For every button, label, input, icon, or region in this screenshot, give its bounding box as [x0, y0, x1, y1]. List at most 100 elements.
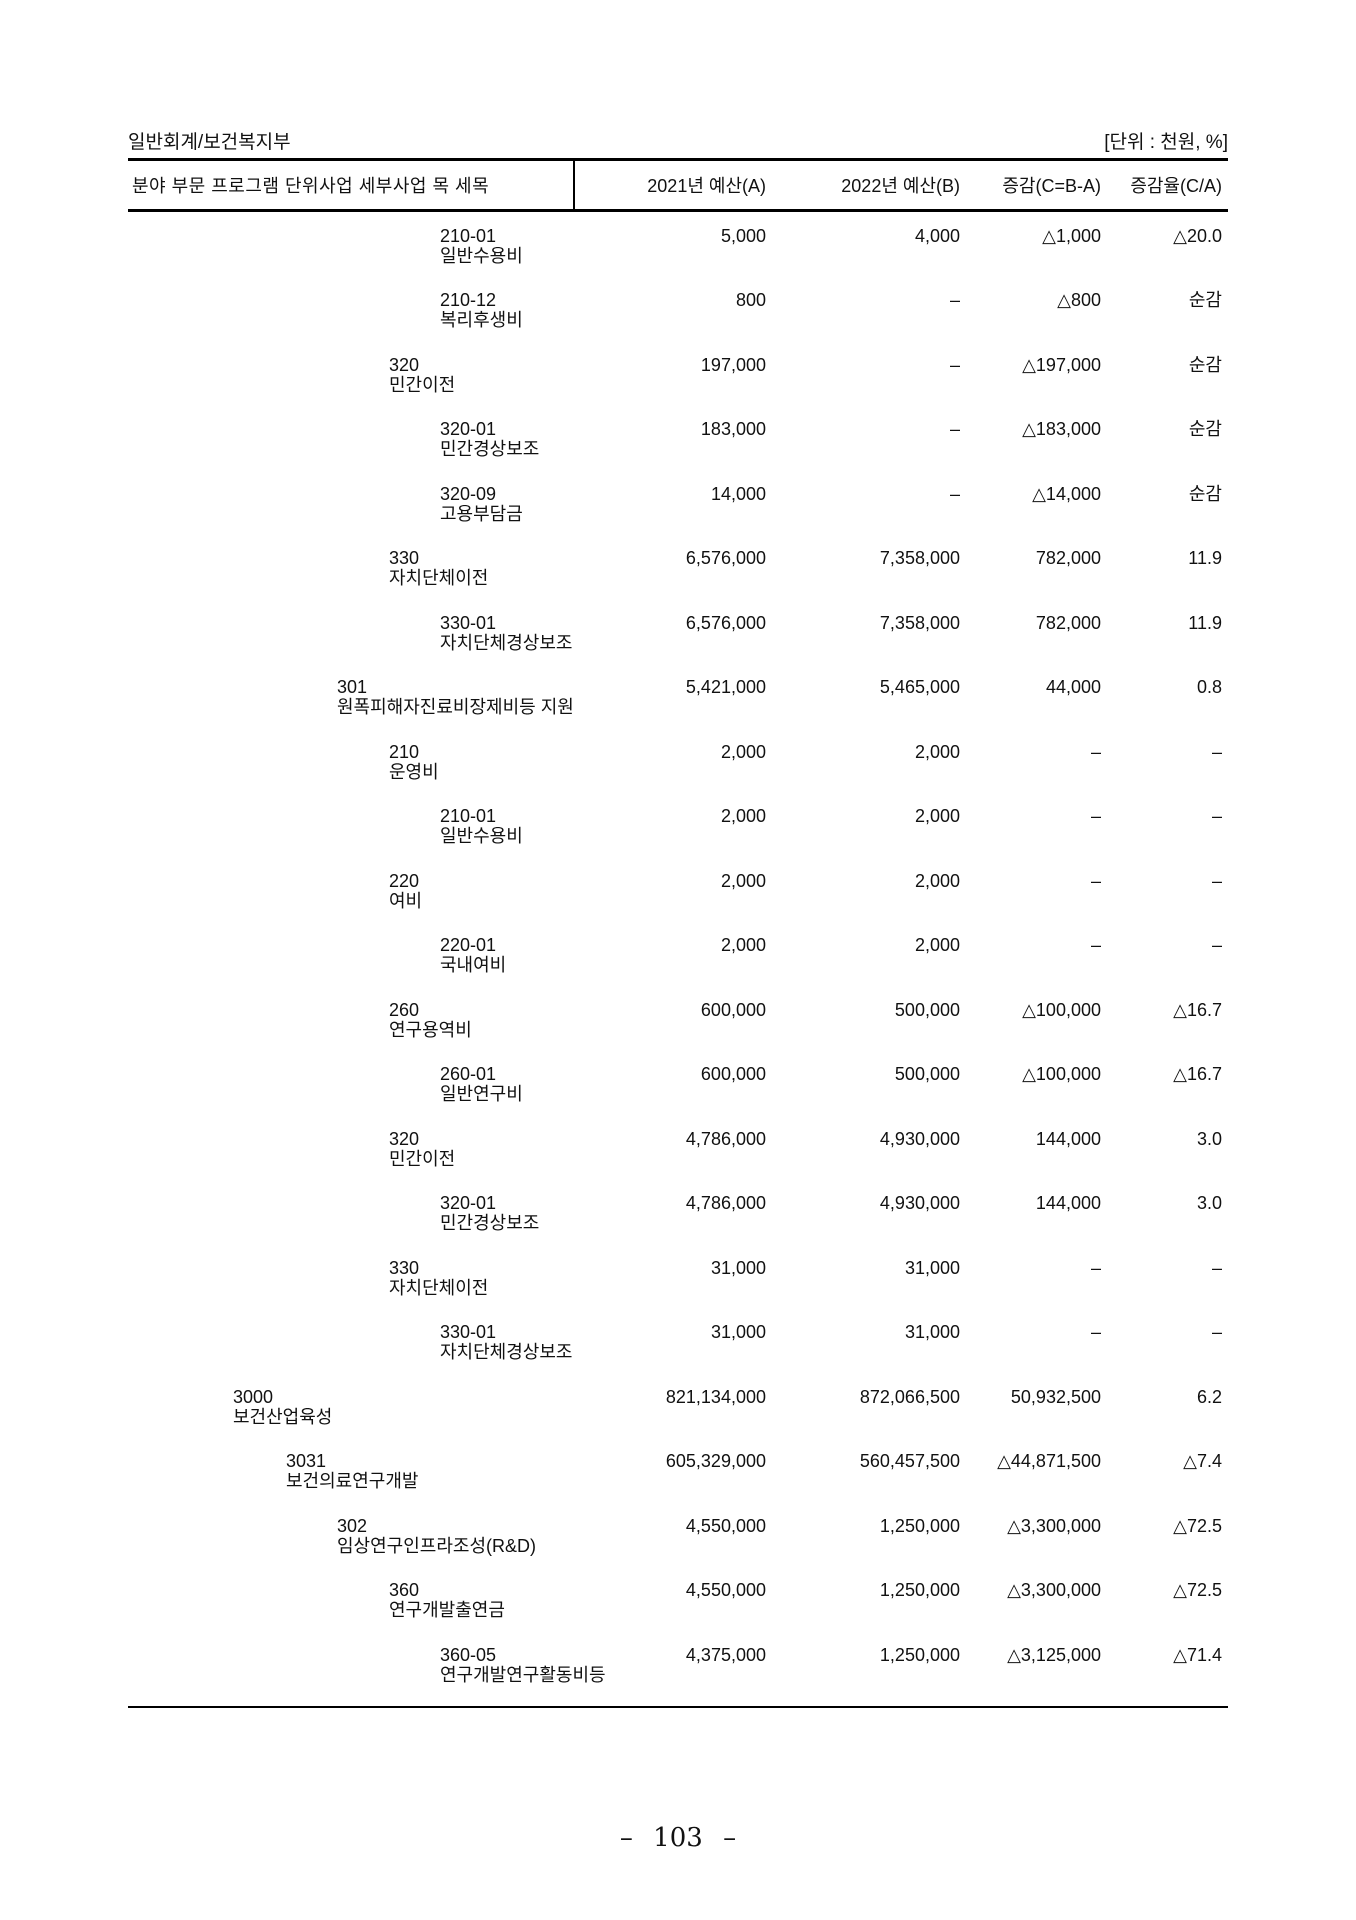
- row-code: 330-01: [440, 612, 497, 633]
- row-change-rate: 순감: [1188, 354, 1222, 375]
- row-label: 임상연구인프라조성(R&D): [337, 1535, 537, 1556]
- table-bottom-rule: [128, 1705, 1228, 1708]
- row-name-cell: 360-05 연구개발연구활동비등: [128, 1644, 606, 1696]
- row-label: 연구개발출연금: [389, 1600, 505, 1620]
- row-name-cell: 330 자치단체이전: [128, 548, 575, 599]
- table-row: 320 민간이전 4,786,000 4,930,000 144,000 3.0: [128, 1115, 1228, 1180]
- row-budget-2022: 31,000: [904, 1322, 960, 1342]
- row-name-cell: 320-09 고용부담금: [128, 484, 575, 535]
- row-budget-2021: 2,000: [720, 935, 766, 955]
- row-budget-2022: –: [949, 354, 960, 375]
- row-budget-2021: 5,000: [720, 225, 766, 246]
- row-change: 782,000: [1035, 548, 1101, 568]
- table-row: 360-05 연구개발연구활동비등 4,375,000 1,250,000 △3…: [128, 1631, 1228, 1696]
- row-budget-2021: 4,550,000: [685, 1515, 766, 1536]
- row-label: 여비: [389, 890, 423, 911]
- row-code: 320: [389, 354, 420, 375]
- row-name-cell: 260 연구용역비: [128, 1000, 575, 1051]
- row-budget-2022: –: [949, 419, 960, 439]
- row-name-cell: 210-12 복리후생비: [128, 290, 575, 341]
- row-label: 자치단체경상보조: [440, 1342, 573, 1362]
- row-code: 260-01: [440, 1064, 497, 1084]
- row-change-rate: –: [1211, 870, 1222, 891]
- row-change: △3,125,000: [1007, 1644, 1101, 1665]
- row-label: 연구용역비: [389, 1019, 472, 1040]
- row-budget-2022: 1,250,000: [879, 1515, 960, 1536]
- row-budget-2022: 1,250,000: [879, 1644, 960, 1665]
- row-code: 320: [389, 1128, 420, 1149]
- row-label: 민간경상보조: [440, 439, 540, 459]
- page-number: – 103 –: [619, 1823, 737, 1853]
- table-row: 220 여비 2,000 2,000 – –: [128, 857, 1228, 922]
- row-code: 210-01: [440, 225, 497, 246]
- table-header: 분야 부문 프로그램 단위사업 세부사업 목 세목 2021년 예산(A) 20…: [128, 158, 1228, 212]
- row-change-rate: 6.2: [1196, 1386, 1222, 1407]
- row-budget-2021: 4,375,000: [685, 1644, 766, 1665]
- row-name-cell: 302 임상연구인프라조성(R&D): [128, 1516, 575, 1567]
- row-change-rate: 11.9: [1188, 612, 1222, 633]
- row-change: –: [1090, 935, 1101, 955]
- row-change-rate: –: [1211, 935, 1222, 955]
- row-budget-2022: 7,358,000: [879, 612, 960, 633]
- row-change: △3,300,000: [1007, 1515, 1101, 1536]
- row-change-rate: △20.0: [1173, 225, 1222, 246]
- row-label: 민간경상보조: [440, 1213, 540, 1233]
- column-header-budget-2021: 2021년 예산(A): [647, 176, 766, 196]
- row-code: 360-05: [440, 1644, 497, 1665]
- row-budget-2021: 31,000: [710, 1257, 766, 1278]
- row-budget-2022: 560,457,500: [859, 1451, 960, 1471]
- row-budget-2021: 4,786,000: [685, 1193, 766, 1213]
- hierarchy-column-header: 분야 부문 프로그램 단위사업 세부사업 목 세목: [128, 161, 575, 209]
- table-row: 330 자치단체이전 31,000 31,000 – –: [128, 1244, 1228, 1309]
- column-header-change: 증감(C=B-A): [1002, 176, 1101, 196]
- row-code: 220-01: [440, 935, 497, 955]
- row-change: –: [1090, 741, 1101, 762]
- table-row: 330 자치단체이전 6,576,000 7,358,000 782,000 1…: [128, 535, 1228, 600]
- row-change-rate: △71.4: [1173, 1644, 1222, 1665]
- row-change: △100,000: [1022, 999, 1101, 1020]
- row-label: 보건산업육성: [233, 1406, 333, 1427]
- row-budget-2022: 4,930,000: [879, 1128, 960, 1149]
- row-change: 44,000: [1045, 677, 1101, 697]
- table-row: 330-01 자치단체경상보조 31,000 31,000 – –: [128, 1309, 1228, 1374]
- row-change: –: [1090, 806, 1101, 826]
- row-code: 210: [389, 741, 420, 762]
- row-code: 330: [389, 1257, 420, 1278]
- row-name-cell: 330 자치단체이전: [128, 1258, 575, 1309]
- row-budget-2021: 31,000: [710, 1322, 766, 1342]
- row-code: 320-01: [440, 419, 497, 439]
- row-change-rate: △16.7: [1173, 999, 1222, 1020]
- row-budget-2021: 800: [735, 290, 766, 310]
- row-change-rate: 순감: [1188, 419, 1222, 439]
- row-label: 자치단체경상보조: [440, 632, 573, 653]
- row-name-cell: 260-01 일반연구비: [128, 1064, 575, 1115]
- row-budget-2021: 821,134,000: [665, 1386, 766, 1407]
- row-name-cell: 320 민간이전: [128, 1129, 575, 1180]
- budget-sheet: 일반회계/보건복지부 [단위 : 천원, %] 분야 부문 프로그램 단위사업 …: [128, 0, 1228, 1708]
- table-row: 210 운영비 2,000 2,000 – –: [128, 728, 1228, 793]
- row-label: 운영비: [389, 761, 439, 782]
- row-code: 320-01: [440, 1193, 497, 1213]
- row-change: △197,000: [1022, 354, 1101, 375]
- row-budget-2022: 5,465,000: [879, 677, 960, 697]
- row-change: 50,932,500: [1010, 1386, 1101, 1407]
- row-change: 782,000: [1035, 612, 1101, 633]
- row-budget-2022: 2,000: [914, 870, 960, 891]
- row-change-rate: 11.9: [1188, 548, 1222, 568]
- row-change: △3,300,000: [1007, 1580, 1101, 1600]
- row-change: △14,000: [1032, 483, 1101, 504]
- row-change-rate: –: [1211, 741, 1222, 762]
- row-budget-2021: 197,000: [700, 354, 766, 375]
- table-row: 302 임상연구인프라조성(R&D) 4,550,000 1,250,000 △…: [128, 1502, 1228, 1567]
- row-budget-2021: 2,000: [720, 870, 766, 891]
- row-label: 민간이전: [389, 1148, 456, 1169]
- row-change-rate: 순감: [1188, 290, 1222, 310]
- table-row: 260 연구용역비 600,000 500,000 △100,000 △16.7: [128, 986, 1228, 1051]
- row-change-rate: △72.5: [1173, 1580, 1222, 1600]
- row-change: 144,000: [1035, 1128, 1101, 1149]
- row-label: 일반수용비: [440, 245, 523, 266]
- row-code: 3000: [233, 1386, 274, 1407]
- row-label: 일반수용비: [440, 826, 523, 846]
- row-budget-2021: 605,329,000: [665, 1451, 766, 1471]
